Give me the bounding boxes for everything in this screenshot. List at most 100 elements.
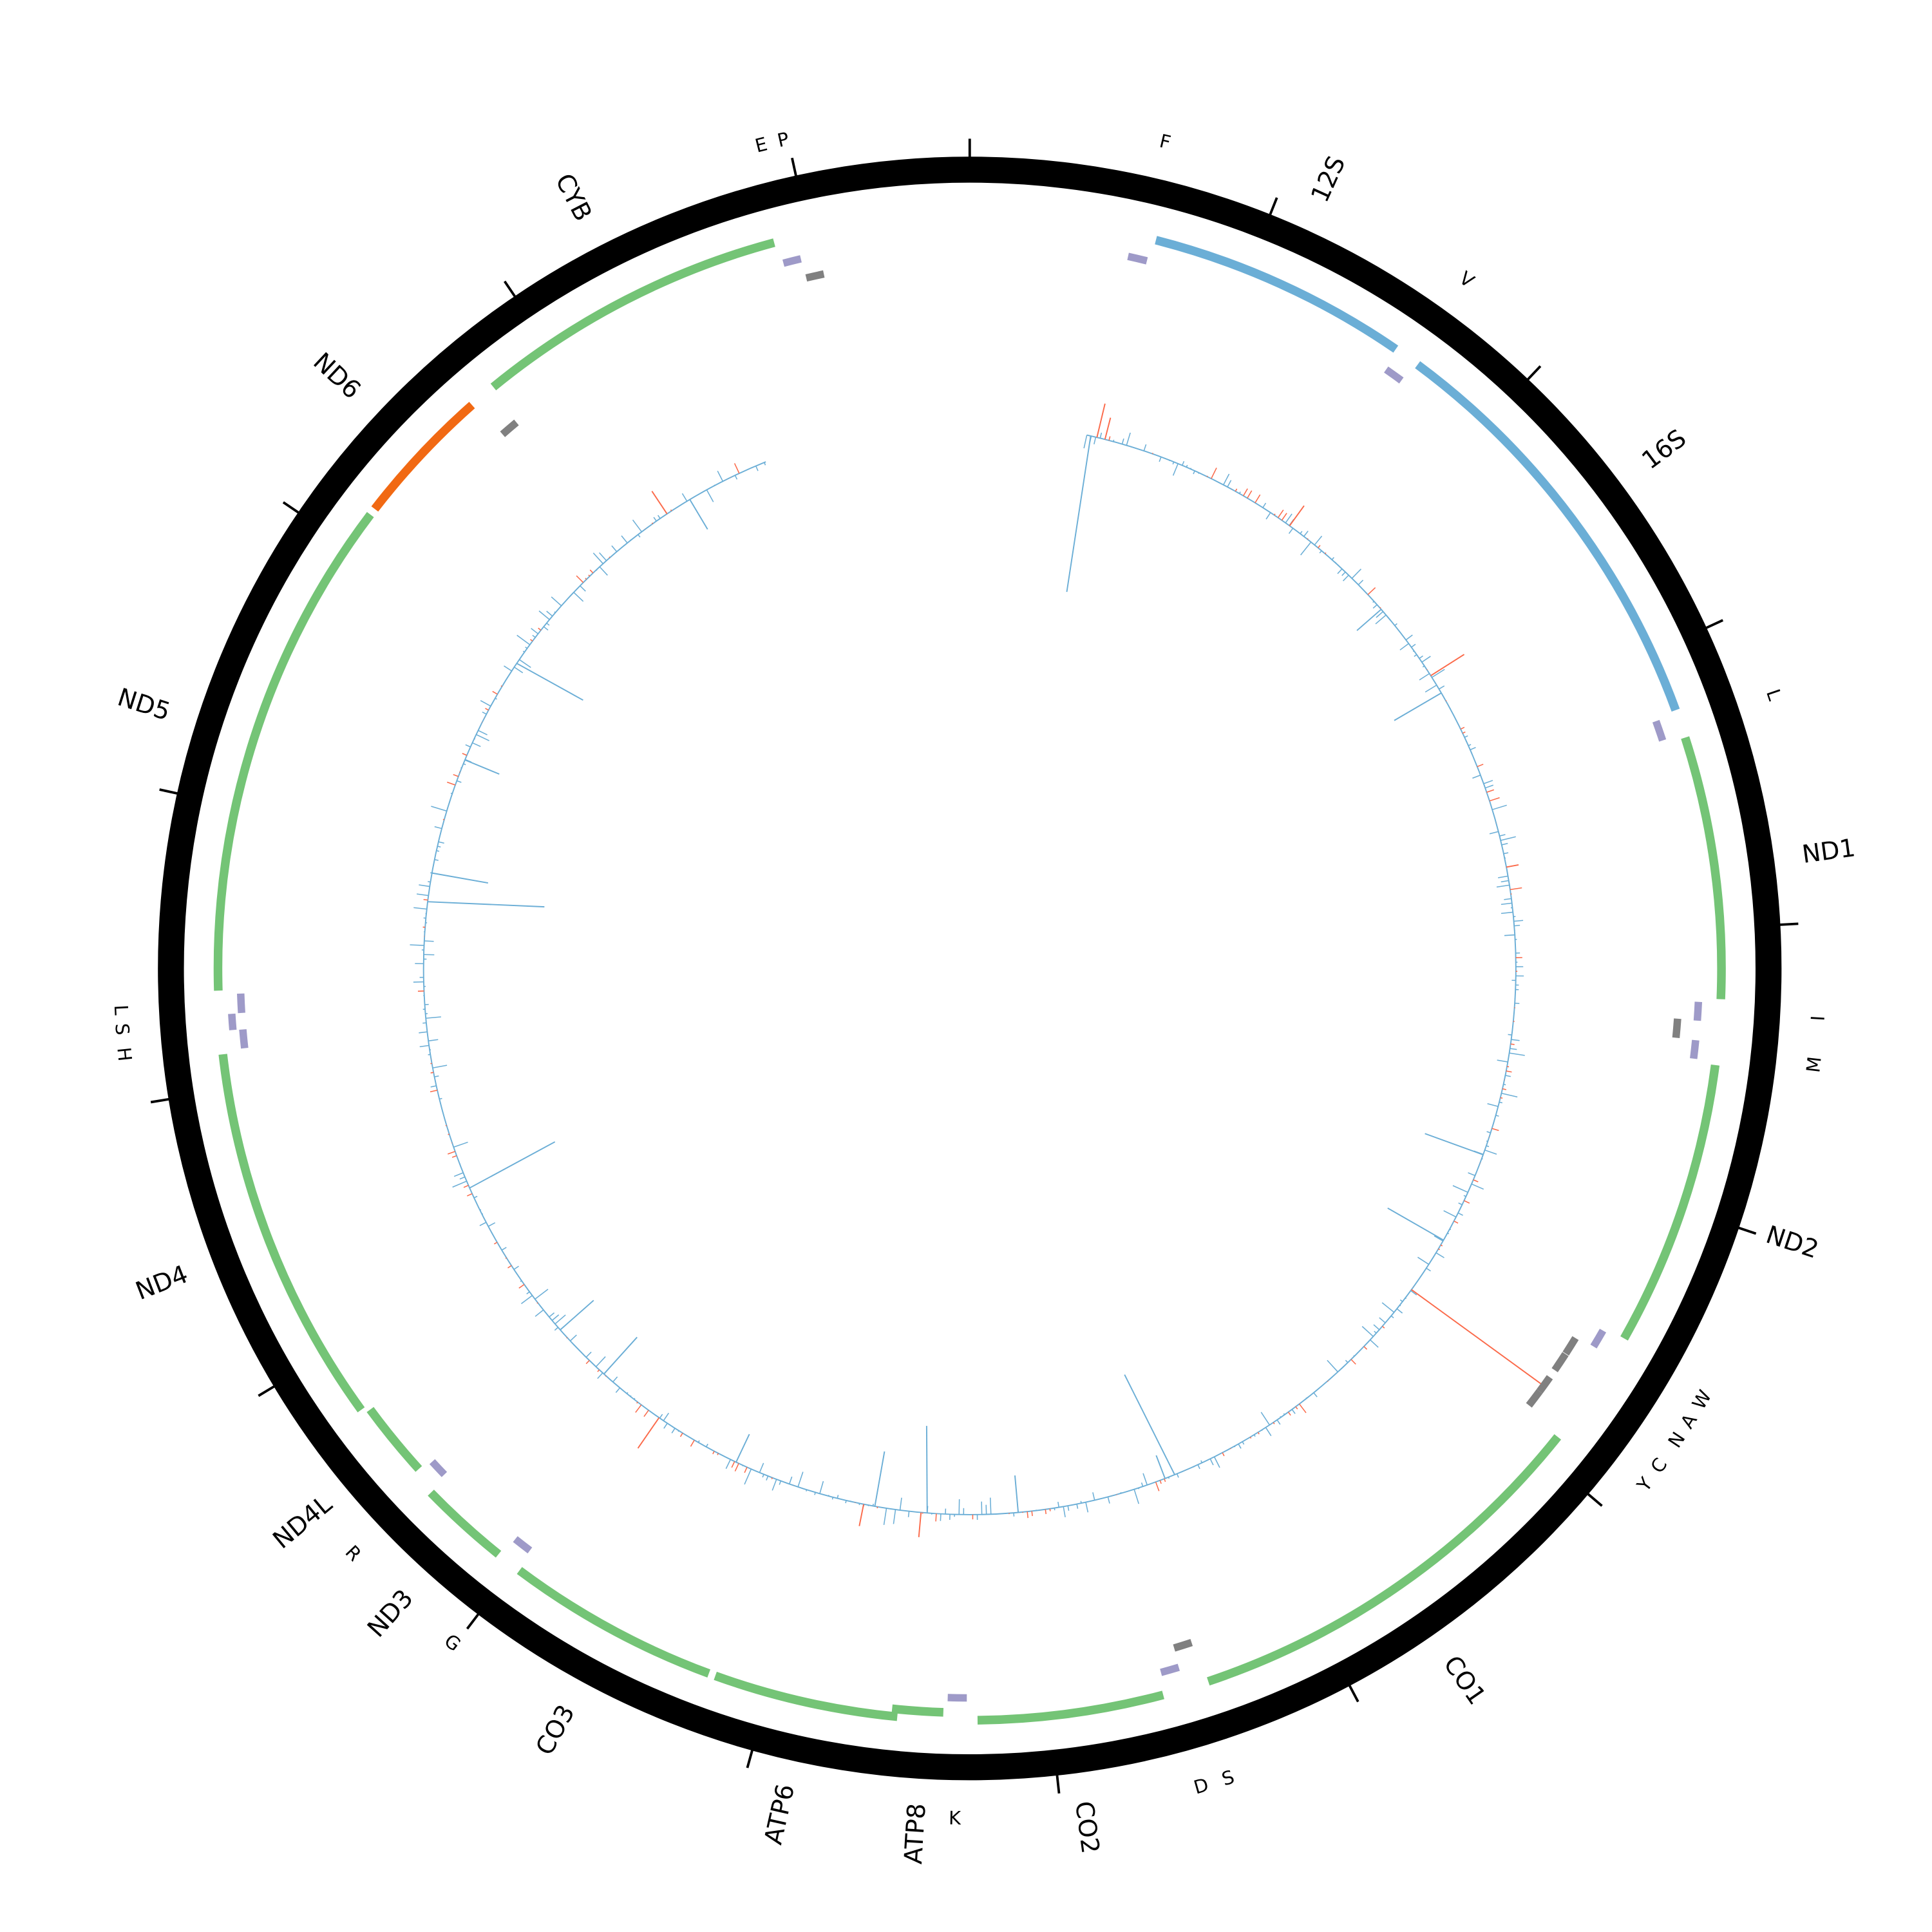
signal-tick: [1159, 1480, 1162, 1484]
signal-tick: [1458, 1202, 1463, 1206]
signal-tick: [1492, 804, 1507, 810]
label-f: F: [1157, 130, 1173, 154]
signal-tick: [545, 1312, 547, 1314]
signal-tick: [1503, 1084, 1506, 1086]
signal-tick: [1334, 562, 1336, 564]
tick-mark: [503, 280, 518, 301]
signal-tick: [819, 1481, 824, 1494]
signal-tick: [609, 556, 611, 558]
signal-tick: [1492, 1128, 1499, 1132]
signal-tick: [1085, 1502, 1089, 1513]
signal-tick: [1412, 650, 1415, 652]
signal-tick: [432, 1065, 448, 1068]
signal-tick: [1182, 460, 1185, 466]
signal-tick: [714, 484, 715, 486]
signal-tick: [1155, 1481, 1160, 1492]
signal-tick: [1509, 1052, 1525, 1056]
signal-tick: [940, 1513, 942, 1521]
signal-tick: [670, 509, 672, 511]
signal-tick: [1375, 614, 1387, 625]
signal-tick: [430, 1072, 434, 1074]
signal-tick: [1351, 568, 1361, 579]
signal-tick: [1291, 1409, 1296, 1414]
signal-tick: [1460, 726, 1465, 730]
signal-tick: [1238, 1443, 1242, 1449]
signal-tick: [1463, 1195, 1466, 1197]
signal-tick: [1501, 1092, 1518, 1098]
signal-tick: [1057, 1501, 1059, 1508]
signal-tick: [731, 1461, 735, 1468]
signal-tick: [437, 846, 441, 848]
signal-tick: [1513, 920, 1524, 922]
signal-tick: [588, 574, 591, 577]
signal-tick: [1300, 531, 1303, 535]
signal-tick: [1370, 1339, 1379, 1348]
signal-tick: [725, 1459, 732, 1469]
signal-tick: [1514, 925, 1520, 927]
signal-tick: [1281, 513, 1287, 521]
signal-tick: [1027, 1511, 1028, 1519]
feature-atp6: [714, 1671, 898, 1721]
feature-12s: [1155, 236, 1399, 353]
signal-tick: [697, 1440, 700, 1443]
signal-tick: [453, 773, 459, 777]
signal-tick: [430, 1090, 438, 1093]
signal-tick: [681, 493, 688, 502]
signal-tick: [621, 535, 628, 544]
label-a: A: [1676, 1410, 1701, 1432]
signal-tick: [1133, 1489, 1139, 1504]
feature-w: [1590, 1329, 1607, 1349]
feature-nd1: [1681, 736, 1726, 999]
signal-tick: [1468, 1172, 1475, 1177]
tick-mark: [1776, 922, 1799, 927]
signal-tick: [504, 665, 513, 672]
label-s: S: [1219, 1766, 1237, 1790]
signal-tick: [1045, 1509, 1047, 1515]
signal-tick: [554, 1314, 566, 1325]
signal-tick: [744, 1466, 748, 1473]
tick-mark: [258, 1383, 278, 1397]
signal-tick: [1243, 488, 1248, 497]
signal-tick: [806, 1490, 808, 1492]
signal-tick: [416, 893, 429, 896]
signal-tick: [448, 1133, 450, 1135]
signal-tick: [472, 742, 481, 747]
feature-r: [429, 1459, 448, 1477]
signal-tick: [442, 819, 444, 820]
signal-tick: [597, 1369, 600, 1372]
feature-s: [228, 1013, 237, 1030]
signal-tick: [493, 1242, 498, 1245]
signal-spike: [1394, 692, 1442, 721]
signal-tick: [1094, 437, 1097, 444]
label-l: L: [1762, 687, 1786, 703]
signal-tick: [592, 553, 603, 564]
feature-c: [1536, 1375, 1553, 1394]
signal-tick: [428, 1054, 431, 1056]
signal-tick: [1305, 1397, 1307, 1399]
signal-tick: [530, 639, 533, 642]
signal-tick: [1307, 538, 1309, 540]
label-v: V: [1455, 267, 1479, 292]
label-d: D: [1191, 1774, 1211, 1799]
signal-tick: [1172, 461, 1175, 465]
signal-tick: [492, 690, 498, 695]
signal-spike: [1096, 403, 1106, 438]
signal-tick: [1483, 780, 1493, 784]
signal-spike: [1387, 1208, 1444, 1241]
signal-tick: [1504, 934, 1515, 936]
signal-tick: [1503, 852, 1509, 855]
signal-tick: [653, 516, 657, 522]
feature-n: [1551, 1352, 1569, 1372]
signal-spike: [428, 901, 545, 908]
signal-tick: [453, 1172, 464, 1177]
signal-tick: [1283, 1413, 1285, 1416]
signal-tick: [1501, 902, 1512, 905]
signal-tick: [595, 1356, 606, 1367]
signal-spike: [858, 1504, 864, 1526]
signal-tick: [717, 1453, 719, 1455]
signal-tick: [516, 634, 531, 645]
signal-tick: [1341, 571, 1346, 576]
signal-tick: [546, 622, 550, 626]
label-w: W: [1688, 1386, 1716, 1413]
